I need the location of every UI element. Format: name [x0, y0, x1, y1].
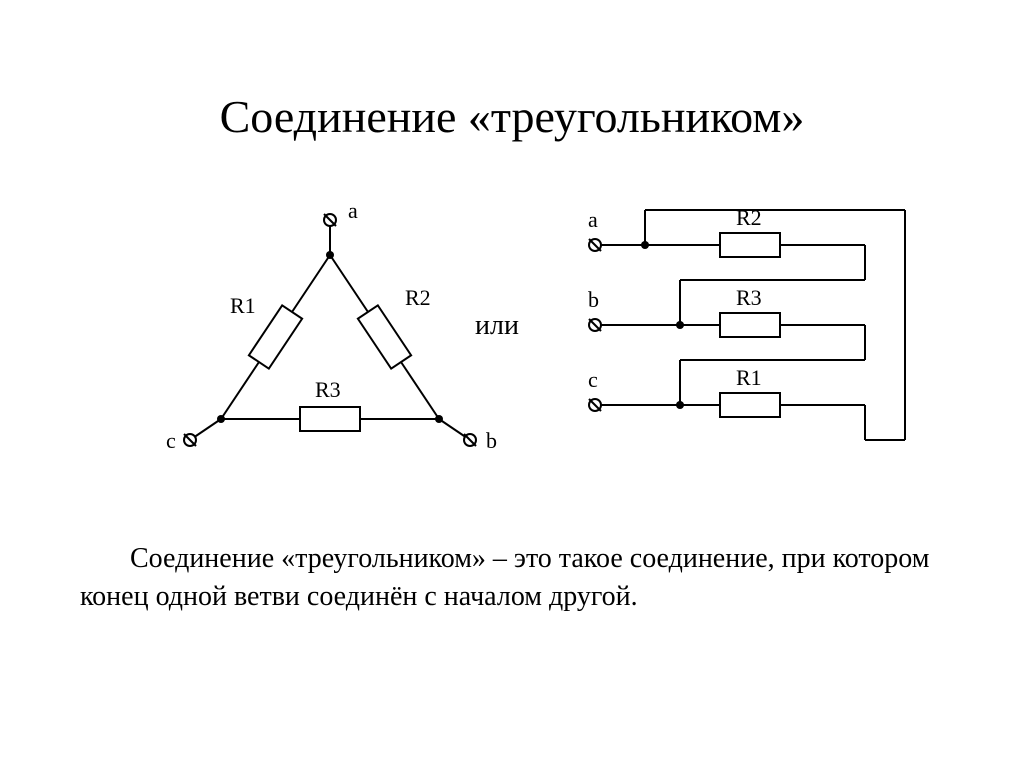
row-a: a R2: [588, 205, 865, 325]
row-a-terminal-label: a: [588, 207, 598, 232]
r3-label: R3: [315, 377, 341, 402]
row-b-resistor-label: R3: [736, 285, 762, 310]
r1-label: R1: [230, 293, 256, 318]
edge-r1: R1: [221, 255, 330, 419]
row-b-terminal-label: b: [588, 287, 599, 312]
terminal-c-label: c: [166, 428, 176, 453]
triangle-diagram: a c b R1 R2: [55, 165, 525, 475]
terminal-a-label: a: [348, 198, 358, 223]
page-title: Соединение «треугольником»: [0, 90, 1024, 143]
r2-label: R2: [405, 285, 431, 310]
edge-r3: R3: [221, 377, 439, 431]
ladder-diagram: a R2 b R3 c: [550, 185, 950, 485]
edge-r2: R2: [330, 255, 439, 419]
row-c-resistor-label: R1: [736, 365, 762, 390]
terminal-b-label: b: [486, 428, 497, 453]
diagram-container: a c b R1 R2: [0, 195, 1024, 505]
row-b: b R3: [588, 285, 865, 405]
description-text: Соединение «треугольником» – это такое с…: [80, 540, 950, 616]
row-c-terminal-label: c: [588, 367, 598, 392]
row-c: c R1: [588, 365, 905, 440]
separator-word: или: [475, 310, 519, 342]
row-a-resistor-label: R2: [736, 205, 762, 230]
